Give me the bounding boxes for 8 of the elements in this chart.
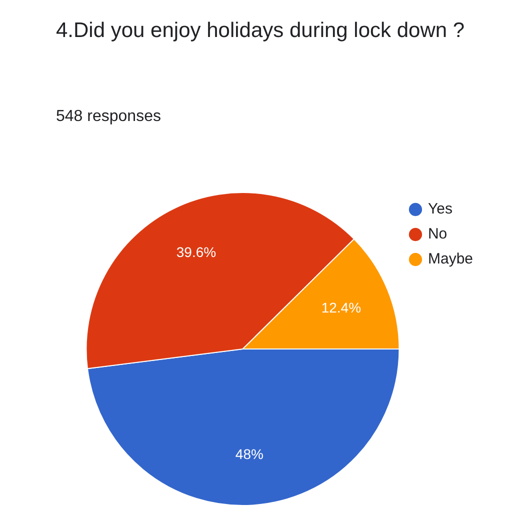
chart-subtitle: 548 responses: [56, 108, 161, 126]
legend-label: Maybe: [428, 250, 474, 268]
legend-label: No: [428, 226, 448, 243]
data-label: 48%: [235, 446, 264, 462]
data-label: 39.6%: [176, 244, 216, 260]
chart-title: 4.Did you enjoy holidays during lock down ?: [56, 18, 466, 44]
legend-label: Yes: [428, 200, 452, 218]
data-label: 12.4%: [321, 299, 362, 316]
